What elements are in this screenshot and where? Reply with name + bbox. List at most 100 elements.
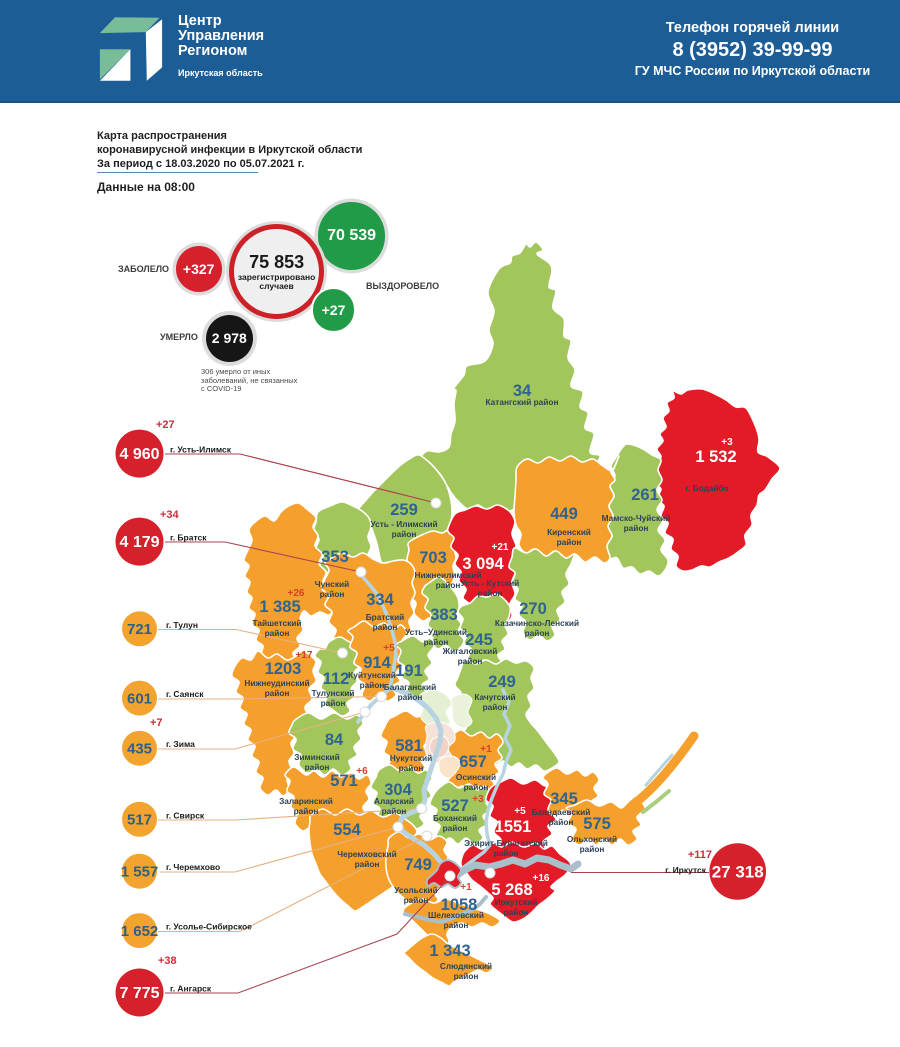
svg-text:84: 84 bbox=[325, 731, 344, 749]
svg-text:345: 345 bbox=[550, 790, 578, 808]
svg-text:район: район bbox=[525, 628, 550, 638]
svg-text:914: 914 bbox=[363, 654, 391, 672]
svg-text:Нижнеудинский: Нижнеудинский bbox=[244, 678, 309, 688]
svg-text:Заларинский: Заларинский bbox=[279, 796, 333, 806]
svg-text:Жигаловский: Жигаловский bbox=[442, 646, 498, 656]
svg-text:район: район bbox=[373, 622, 398, 632]
svg-text:5 268: 5 268 bbox=[491, 881, 532, 899]
svg-text:4 179: 4 179 bbox=[119, 534, 159, 551]
svg-text:+3: +3 bbox=[472, 794, 484, 805]
svg-text:район: район bbox=[305, 762, 330, 772]
svg-text:Братский: Братский bbox=[366, 612, 405, 622]
svg-text:517: 517 bbox=[127, 812, 152, 829]
svg-text:район: район bbox=[399, 763, 424, 773]
svg-text:Тайшетский: Тайшетский bbox=[253, 618, 302, 628]
svg-text:район: район bbox=[444, 920, 469, 930]
svg-text:район: район bbox=[320, 589, 345, 599]
svg-text:Качугский: Качугский bbox=[474, 692, 515, 702]
svg-text:527: 527 bbox=[441, 797, 469, 815]
svg-text:581: 581 bbox=[395, 737, 423, 755]
svg-text:657: 657 bbox=[459, 753, 487, 771]
svg-text:Казачинско-Ленский: Казачинско-Ленский bbox=[495, 618, 579, 628]
svg-text:район: район bbox=[483, 702, 508, 712]
svg-text:Усть - Илимский: Усть - Илимский bbox=[370, 519, 437, 529]
svg-text:Ольхонский: Ольхонский bbox=[567, 834, 617, 844]
svg-text:1 557: 1 557 bbox=[121, 863, 159, 880]
svg-text:Мамско-Чуйский: Мамско-Чуйский bbox=[602, 513, 671, 523]
svg-text:27 318: 27 318 bbox=[712, 862, 764, 881]
svg-text:+5: +5 bbox=[514, 806, 526, 817]
svg-text:Зиминский: Зиминский bbox=[294, 752, 340, 762]
svg-text:449: 449 bbox=[550, 505, 578, 523]
svg-text:Чунский: Чунский bbox=[315, 579, 349, 589]
svg-text:район: район bbox=[436, 580, 461, 590]
svg-text:Киренский: Киренский bbox=[547, 527, 591, 537]
svg-text:Балаганский: Балаганский bbox=[384, 682, 437, 692]
svg-text:+21: +21 bbox=[492, 542, 509, 553]
svg-text:Эхирит-Булагатский: Эхирит-Булагатский bbox=[464, 838, 548, 848]
svg-text:Шелеховский: Шелеховский bbox=[428, 910, 484, 920]
svg-text:1551: 1551 bbox=[495, 818, 532, 836]
svg-text:район: район bbox=[382, 806, 407, 816]
svg-text:1 385: 1 385 bbox=[259, 598, 300, 616]
svg-text:Черемховский: Черемховский bbox=[337, 849, 397, 859]
svg-text:383: 383 bbox=[430, 606, 458, 624]
svg-text:554: 554 bbox=[333, 821, 361, 839]
svg-text:Катангский район: Катангский район bbox=[486, 397, 559, 407]
svg-text:г. Братск: г. Братск bbox=[170, 533, 207, 543]
svg-text:+6: +6 bbox=[356, 766, 368, 777]
svg-text:435: 435 bbox=[127, 740, 152, 757]
svg-text:Усть - Кутский: Усть - Кутский bbox=[461, 578, 520, 588]
svg-text:район: район bbox=[494, 848, 519, 858]
svg-text:+5: +5 bbox=[383, 643, 395, 654]
svg-text:район: район bbox=[624, 523, 649, 533]
svg-text:район: район bbox=[549, 817, 574, 827]
svg-text:г. Иркутск: г. Иркутск bbox=[665, 865, 707, 875]
svg-text:Нижнеилимский: Нижнеилимский bbox=[414, 570, 481, 580]
svg-text:г. Ангарск: г. Ангарск bbox=[170, 984, 212, 994]
svg-text:Усть–Удинский: Усть–Удинский bbox=[405, 627, 467, 637]
svg-text:+3: +3 bbox=[721, 437, 733, 448]
svg-text:1058: 1058 bbox=[441, 896, 478, 914]
svg-text:г. Свирск: г. Свирск bbox=[166, 810, 205, 820]
svg-text:Аларский: Аларский bbox=[374, 796, 414, 806]
svg-text:г. Зима: г. Зима bbox=[166, 739, 195, 749]
svg-text:район: район bbox=[454, 971, 479, 981]
svg-text:+117: +117 bbox=[688, 849, 712, 861]
svg-text:Баяндаевский: Баяндаевский bbox=[532, 807, 591, 817]
svg-text:г. Тулун: г. Тулун bbox=[166, 620, 198, 630]
svg-text:г. Черемхово: г. Черемхово bbox=[166, 862, 220, 872]
svg-text:+1: +1 bbox=[460, 882, 472, 893]
svg-text:г. Усть-Илимск: г. Усть-Илимск bbox=[170, 445, 232, 455]
svg-text:1203: 1203 bbox=[265, 660, 302, 678]
svg-text:353: 353 bbox=[321, 548, 349, 566]
svg-text:601: 601 bbox=[127, 690, 152, 707]
svg-text:район: район bbox=[424, 637, 449, 647]
svg-text:191: 191 bbox=[395, 662, 423, 680]
svg-text:571: 571 bbox=[330, 772, 358, 790]
svg-text:район: район bbox=[580, 844, 605, 854]
svg-text:1 652: 1 652 bbox=[121, 923, 159, 940]
svg-text:г. Усолье-Сибирское: г. Усолье-Сибирское bbox=[166, 922, 252, 932]
svg-text:304: 304 bbox=[384, 781, 412, 799]
svg-text:261: 261 bbox=[631, 486, 659, 504]
svg-text:721: 721 bbox=[127, 621, 152, 638]
svg-text:+17: +17 bbox=[296, 650, 313, 661]
svg-text:Усольский: Усольский bbox=[394, 885, 437, 895]
svg-text:+27: +27 bbox=[156, 419, 175, 431]
svg-text:район: район bbox=[265, 688, 290, 698]
svg-text:район: район bbox=[398, 692, 423, 702]
svg-text:район: район bbox=[557, 537, 582, 547]
svg-text:Слюдянский: Слюдянский bbox=[440, 961, 492, 971]
svg-text:7 775: 7 775 bbox=[119, 985, 159, 1002]
svg-text:575: 575 bbox=[583, 815, 611, 833]
svg-text:Куйтунский: Куйтунский bbox=[348, 670, 396, 680]
svg-text:+26: +26 bbox=[288, 588, 305, 599]
svg-text:703: 703 bbox=[419, 549, 447, 567]
svg-text:Иркутский: Иркутский bbox=[495, 897, 538, 907]
svg-text:район: район bbox=[464, 782, 489, 792]
svg-text:район: район bbox=[443, 823, 468, 833]
svg-text:334: 334 bbox=[366, 591, 394, 609]
svg-text:4 960: 4 960 bbox=[119, 446, 159, 463]
svg-text:+34: +34 bbox=[160, 509, 180, 521]
